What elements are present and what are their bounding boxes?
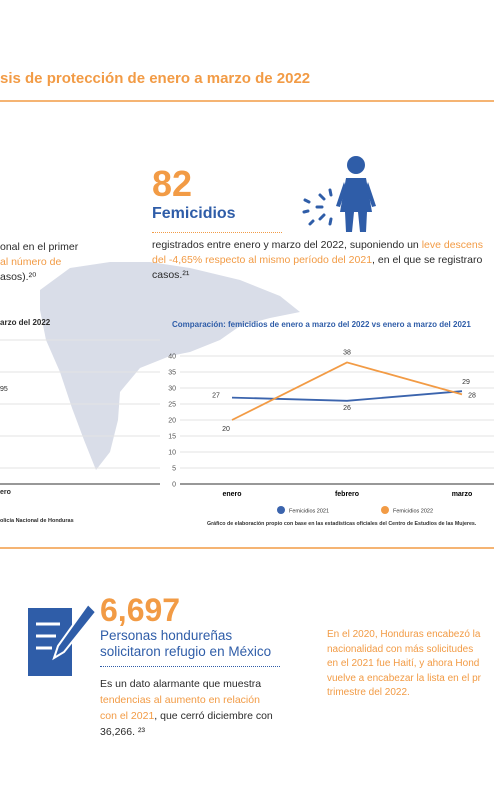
series-line	[231, 361, 463, 421]
y-tick-label: 20	[168, 418, 176, 425]
text-line: onal en el primer	[0, 240, 78, 255]
text-line: 36,266. ²³	[100, 724, 273, 740]
text-line: con el 2021, que cerró diciembre con	[100, 708, 273, 724]
femicide-number: 82	[152, 163, 193, 204]
chart-source: Gráfico de elaboración propio con base e…	[207, 521, 477, 527]
dotted-rule	[100, 666, 280, 667]
x-tick-label: marzo	[452, 491, 473, 498]
note-line: En el 2020, Honduras encabezó la	[327, 629, 481, 640]
dotted-rule	[152, 232, 282, 233]
text-line: tendencias al aumento en relación	[100, 692, 273, 708]
text-line: registrados entre enero y marzo del 2022…	[152, 238, 483, 253]
legend-marker	[277, 506, 285, 514]
data-label: 26	[343, 405, 351, 412]
femicide-label: Femicidios	[152, 205, 236, 222]
text-line: al número de	[0, 255, 78, 270]
y-tick-label: 25	[168, 402, 176, 409]
text-segment: , que cerró diciembre con	[154, 710, 273, 722]
refuge-label: Personas hondureñas solicitaron refugio e…	[100, 628, 271, 660]
series-line	[231, 390, 463, 402]
burst-icon	[302, 188, 333, 226]
text-segment: al número de	[0, 256, 62, 268]
y-tick-label: 0	[172, 482, 176, 489]
text-segment: del -4,65% respecto al mismo período del…	[152, 254, 373, 266]
text-segment: casos.²¹	[152, 269, 190, 281]
left-source: olicía Nacional de Honduras	[0, 518, 74, 524]
data-label: 28	[468, 392, 476, 399]
data-label: 29	[462, 379, 470, 386]
refuge-number: 6,697	[100, 592, 181, 628]
woman-icon	[336, 156, 376, 232]
note-line: en el 2021 fue Haití, y ahora Hond	[327, 658, 480, 669]
data-label: 20	[222, 426, 230, 433]
left-data-label: 95	[0, 386, 8, 393]
text-segment: asos).²⁰	[0, 271, 37, 283]
x-tick-label: febrero	[335, 491, 359, 498]
legend-label: Femicidios 2022	[393, 509, 433, 515]
text-line: Es un dato alarmante que muestra	[100, 676, 273, 692]
line-chart: Comparación: femicidios de enero a marzo…	[168, 320, 494, 527]
femicide-text: registrados entre enero y marzo del 2022…	[152, 238, 483, 283]
text-segment: onal en el primer	[0, 241, 79, 253]
data-label: 38	[343, 349, 351, 356]
left-chart-title: arzo del 2022	[0, 318, 51, 327]
y-tick-label: 30	[168, 386, 176, 393]
refuge-text: Es un dato alarmante que muestra tendenci…	[100, 676, 273, 740]
label-line: Personas hondureñas	[100, 628, 233, 643]
y-tick-label: 5	[172, 466, 176, 473]
data-label: 27	[212, 393, 220, 400]
map-shape	[40, 262, 300, 470]
note-line: trimestre del 2022.	[327, 687, 410, 698]
text-segment: leve descens	[421, 239, 483, 251]
note-line: vuelve a encabezar la lista en el pr	[327, 672, 481, 684]
legend-marker	[381, 506, 389, 514]
text-segment: , en el que se registraro	[372, 254, 483, 266]
text-segment: Es un dato alarmante que muestra	[100, 678, 262, 690]
note-line: nacionalidad con más solicitudes	[327, 643, 474, 655]
y-tick-label: 15	[168, 434, 176, 441]
left-text: onal en el primer al número de asos).²⁰	[0, 240, 78, 285]
text-segment: con el 2021	[100, 710, 155, 722]
chart-title: Comparación: femicidios de enero a marzo…	[172, 320, 471, 329]
text-segment: tendencias al aumento en relación	[100, 694, 260, 706]
text-line: casos.²¹	[152, 268, 483, 283]
text-segment: 36,266. ²³	[100, 726, 145, 738]
document-icon	[28, 602, 98, 676]
page-title: sis de protección de enero a marzo de 20…	[0, 70, 311, 87]
y-tick-label: 35	[168, 370, 176, 377]
x-tick-label: enero	[222, 491, 241, 498]
text-line: del -4,65% respecto al mismo período del…	[152, 253, 483, 268]
y-tick-label: 10	[168, 450, 176, 457]
label-line: solicitaron refugio en México	[100, 644, 272, 659]
text-line: asos).²⁰	[0, 270, 78, 285]
y-tick-label: 40	[168, 354, 176, 361]
left-category: ero	[0, 489, 11, 496]
text-segment: registrados entre enero y marzo del 2022…	[152, 239, 422, 251]
right-note: En el 2020, Honduras encabezó la nacional…	[327, 628, 481, 701]
legend-label: Femicidios 2021	[289, 509, 329, 515]
left-chart-grid	[0, 339, 160, 469]
